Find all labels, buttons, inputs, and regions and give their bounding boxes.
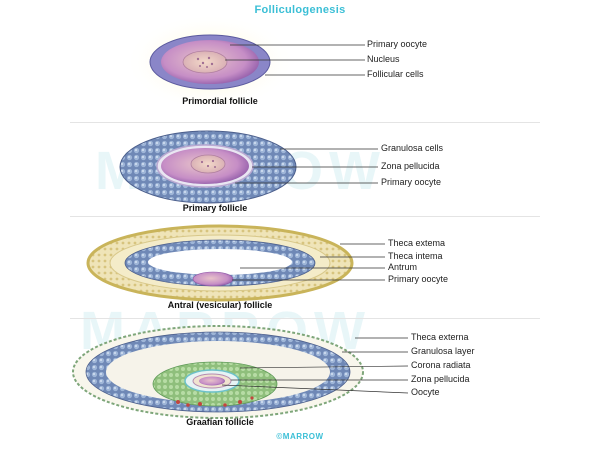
graafian-leader-lines — [221, 337, 409, 394]
label-zona-pellucida: Zona pellucida — [411, 374, 470, 384]
caption-graafian-follicle: Graafian follicle — [186, 417, 254, 427]
caption-primary-follicle: Primary follicle — [182, 203, 248, 213]
graafian-follicle-illustration — [72, 325, 364, 419]
nucleus-shape — [182, 50, 228, 74]
label-theca-extema: Theca extema — [388, 238, 446, 248]
primordial-follicle-illustration — [125, 14, 295, 110]
chromatin-dots — [196, 56, 214, 68]
label-granulosa-cells: Granulosa cells — [381, 143, 444, 153]
caption-antral-follicle: Antral (vesicular) follicle — [167, 300, 273, 310]
label-oocyte: Oocyte — [411, 387, 440, 397]
label-theca-intema: Theca intema — [388, 251, 443, 261]
primordial-leader-lines — [225, 44, 365, 76]
antral-follicle-illustration — [86, 224, 354, 302]
nucleus-shape — [190, 154, 226, 174]
diagram-title: Folliculogenesis — [254, 4, 346, 16]
primary-oocyte-shape — [192, 271, 234, 287]
oocyte-shape — [199, 376, 225, 386]
label-primary-oocyte: Primary oocyte — [388, 274, 449, 284]
label-antrum: Antrum — [388, 262, 418, 272]
label-theca-externa: Theca externa — [411, 332, 469, 342]
label-follicular-cells: Follicular cells — [367, 69, 424, 79]
label-primary-oocyte: Primary oocyte — [381, 177, 442, 187]
divider — [70, 122, 540, 123]
antrum-cavity — [148, 249, 292, 275]
label-primary-oocyte: Primary oocyte — [367, 39, 428, 49]
divider — [70, 216, 540, 217]
label-nucleus: Nucleus — [367, 54, 400, 64]
marrow-logo-text: ©MARROW — [276, 432, 324, 441]
chromatin-dots — [200, 159, 216, 168]
label-granulosa-layer: Granulosa layer — [411, 346, 475, 356]
primary-leader-lines — [235, 148, 378, 184]
primary-follicle-illustration — [119, 130, 297, 204]
divider — [70, 318, 540, 319]
caption-primordial-follicle: Primordial follicle — [182, 96, 258, 106]
antral-leader-lines — [232, 243, 385, 281]
label-corona-radiata: Corona radiata — [411, 360, 471, 370]
blood-vessel-dots — [176, 396, 254, 407]
label-zona-pellucida: Zona pellucida — [381, 161, 440, 171]
